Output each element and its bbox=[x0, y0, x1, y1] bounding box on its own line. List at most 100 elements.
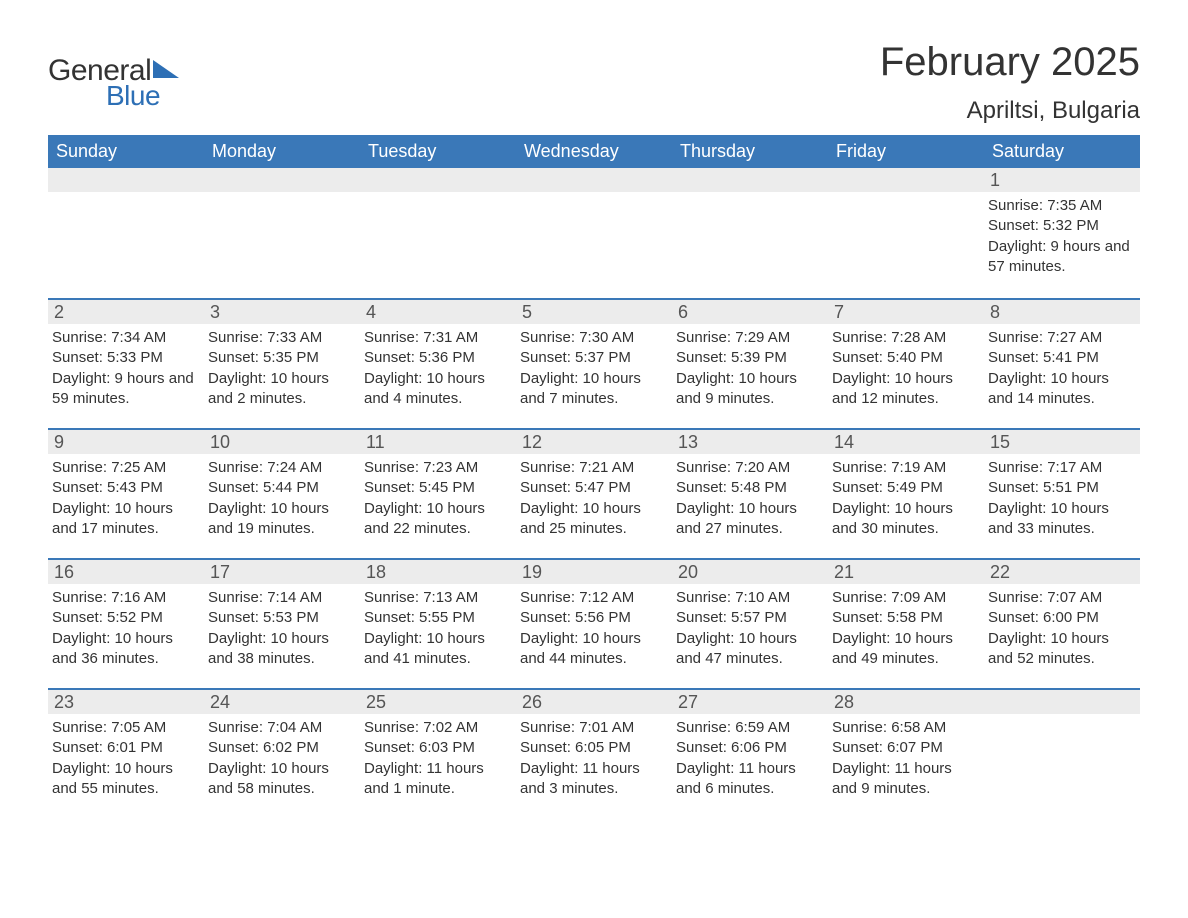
day-cell: 27Sunrise: 6:59 AMSunset: 6:06 PMDayligh… bbox=[672, 690, 828, 818]
day-number-row bbox=[672, 168, 828, 192]
sunrise-text: Sunrise: 7:28 AM bbox=[832, 328, 978, 348]
sunset-text: Sunset: 5:37 PM bbox=[520, 348, 666, 368]
weekday-header: Friday bbox=[828, 135, 984, 168]
sunrise-text: Sunrise: 7:07 AM bbox=[988, 588, 1134, 608]
day-cell: 16Sunrise: 7:16 AMSunset: 5:52 PMDayligh… bbox=[48, 560, 204, 688]
day-cell: 14Sunrise: 7:19 AMSunset: 5:49 PMDayligh… bbox=[828, 430, 984, 558]
day-body: Sunrise: 7:10 AMSunset: 5:57 PMDaylight:… bbox=[672, 584, 828, 687]
day-cell: 12Sunrise: 7:21 AMSunset: 5:47 PMDayligh… bbox=[516, 430, 672, 558]
weekday-header-row: Sunday Monday Tuesday Wednesday Thursday… bbox=[48, 135, 1140, 168]
day-number: 13 bbox=[672, 432, 698, 453]
sunset-text: Sunset: 5:32 PM bbox=[988, 216, 1134, 236]
sunset-text: Sunset: 5:41 PM bbox=[988, 348, 1134, 368]
sunset-text: Sunset: 5:57 PM bbox=[676, 608, 822, 628]
day-number-row: 4 bbox=[360, 300, 516, 324]
week-row: 1Sunrise: 7:35 AMSunset: 5:32 PMDaylight… bbox=[48, 168, 1140, 298]
sunrise-text: Sunrise: 7:27 AM bbox=[988, 328, 1134, 348]
daylight-text: Daylight: 10 hours and 22 minutes. bbox=[364, 499, 510, 540]
sunrise-text: Sunrise: 7:16 AM bbox=[52, 588, 198, 608]
day-body: Sunrise: 7:14 AMSunset: 5:53 PMDaylight:… bbox=[204, 584, 360, 687]
sunrise-text: Sunrise: 6:59 AM bbox=[676, 718, 822, 738]
day-number-row: 26 bbox=[516, 690, 672, 714]
day-number: 25 bbox=[360, 692, 386, 713]
sunrise-text: Sunrise: 7:17 AM bbox=[988, 458, 1134, 478]
day-number-row: 28 bbox=[828, 690, 984, 714]
daylight-text: Daylight: 10 hours and 38 minutes. bbox=[208, 629, 354, 670]
daylight-text: Daylight: 9 hours and 57 minutes. bbox=[988, 237, 1134, 278]
calendar: Sunday Monday Tuesday Wednesday Thursday… bbox=[48, 135, 1140, 818]
day-body bbox=[360, 192, 516, 272]
weekday-header: Monday bbox=[204, 135, 360, 168]
day-body bbox=[672, 192, 828, 272]
sunset-text: Sunset: 6:02 PM bbox=[208, 738, 354, 758]
daylight-text: Daylight: 10 hours and 52 minutes. bbox=[988, 629, 1134, 670]
day-body bbox=[204, 192, 360, 272]
daylight-text: Daylight: 11 hours and 9 minutes. bbox=[832, 759, 978, 800]
daylight-text: Daylight: 10 hours and 30 minutes. bbox=[832, 499, 978, 540]
day-number-row: 10 bbox=[204, 430, 360, 454]
daylight-text: Daylight: 10 hours and 33 minutes. bbox=[988, 499, 1134, 540]
day-cell: 11Sunrise: 7:23 AMSunset: 5:45 PMDayligh… bbox=[360, 430, 516, 558]
day-number-row: 11 bbox=[360, 430, 516, 454]
day-body: Sunrise: 7:35 AMSunset: 5:32 PMDaylight:… bbox=[984, 192, 1140, 295]
day-number-row: 5 bbox=[516, 300, 672, 324]
sunrise-text: Sunrise: 7:13 AM bbox=[364, 588, 510, 608]
day-body: Sunrise: 7:33 AMSunset: 5:35 PMDaylight:… bbox=[204, 324, 360, 427]
day-cell: 6Sunrise: 7:29 AMSunset: 5:39 PMDaylight… bbox=[672, 300, 828, 428]
day-body: Sunrise: 7:25 AMSunset: 5:43 PMDaylight:… bbox=[48, 454, 204, 557]
day-cell: 3Sunrise: 7:33 AMSunset: 5:35 PMDaylight… bbox=[204, 300, 360, 428]
day-number: 14 bbox=[828, 432, 854, 453]
day-number: 17 bbox=[204, 562, 230, 583]
day-cell bbox=[672, 168, 828, 298]
day-number: 8 bbox=[984, 302, 1000, 323]
day-number: 1 bbox=[984, 170, 1000, 191]
sunrise-text: Sunrise: 7:24 AM bbox=[208, 458, 354, 478]
day-cell: 8Sunrise: 7:27 AMSunset: 5:41 PMDaylight… bbox=[984, 300, 1140, 428]
day-cell: 9Sunrise: 7:25 AMSunset: 5:43 PMDaylight… bbox=[48, 430, 204, 558]
logo-text: General Blue bbox=[48, 58, 179, 107]
sunrise-text: Sunrise: 7:05 AM bbox=[52, 718, 198, 738]
day-number-row: 13 bbox=[672, 430, 828, 454]
day-body: Sunrise: 7:09 AMSunset: 5:58 PMDaylight:… bbox=[828, 584, 984, 687]
daylight-text: Daylight: 10 hours and 27 minutes. bbox=[676, 499, 822, 540]
day-body: Sunrise: 7:30 AMSunset: 5:37 PMDaylight:… bbox=[516, 324, 672, 427]
day-body bbox=[516, 192, 672, 272]
day-cell: 22Sunrise: 7:07 AMSunset: 6:00 PMDayligh… bbox=[984, 560, 1140, 688]
daylight-text: Daylight: 10 hours and 7 minutes. bbox=[520, 369, 666, 410]
sunset-text: Sunset: 6:06 PM bbox=[676, 738, 822, 758]
day-number-row: 19 bbox=[516, 560, 672, 584]
day-number-row: 18 bbox=[360, 560, 516, 584]
daylight-text: Daylight: 11 hours and 3 minutes. bbox=[520, 759, 666, 800]
day-number-row: 15 bbox=[984, 430, 1140, 454]
day-cell: 24Sunrise: 7:04 AMSunset: 6:02 PMDayligh… bbox=[204, 690, 360, 818]
daylight-text: Daylight: 11 hours and 1 minute. bbox=[364, 759, 510, 800]
day-cell: 20Sunrise: 7:10 AMSunset: 5:57 PMDayligh… bbox=[672, 560, 828, 688]
location: Apriltsi, Bulgaria bbox=[880, 97, 1140, 125]
sunrise-text: Sunrise: 7:19 AM bbox=[832, 458, 978, 478]
day-number: 22 bbox=[984, 562, 1010, 583]
day-number-row: 21 bbox=[828, 560, 984, 584]
sunset-text: Sunset: 5:55 PM bbox=[364, 608, 510, 628]
day-body: Sunrise: 7:12 AMSunset: 5:56 PMDaylight:… bbox=[516, 584, 672, 687]
day-number: 12 bbox=[516, 432, 542, 453]
sunset-text: Sunset: 5:48 PM bbox=[676, 478, 822, 498]
day-number: 4 bbox=[360, 302, 376, 323]
day-number-row: 12 bbox=[516, 430, 672, 454]
day-body: Sunrise: 7:31 AMSunset: 5:36 PMDaylight:… bbox=[360, 324, 516, 427]
weekday-header: Sunday bbox=[48, 135, 204, 168]
day-body: Sunrise: 7:13 AMSunset: 5:55 PMDaylight:… bbox=[360, 584, 516, 687]
daylight-text: Daylight: 10 hours and 41 minutes. bbox=[364, 629, 510, 670]
day-number-row: 16 bbox=[48, 560, 204, 584]
day-number: 2 bbox=[48, 302, 64, 323]
sunset-text: Sunset: 5:58 PM bbox=[832, 608, 978, 628]
page-header: General Blue February 2025 Apriltsi, Bul… bbox=[48, 40, 1140, 125]
week-row: 9Sunrise: 7:25 AMSunset: 5:43 PMDaylight… bbox=[48, 428, 1140, 558]
day-number-row: 3 bbox=[204, 300, 360, 324]
day-number-row bbox=[48, 168, 204, 192]
weeks-container: 1Sunrise: 7:35 AMSunset: 5:32 PMDaylight… bbox=[48, 168, 1140, 818]
day-number: 20 bbox=[672, 562, 698, 583]
day-body: Sunrise: 7:28 AMSunset: 5:40 PMDaylight:… bbox=[828, 324, 984, 427]
sunset-text: Sunset: 5:52 PM bbox=[52, 608, 198, 628]
day-cell bbox=[516, 168, 672, 298]
sunset-text: Sunset: 5:56 PM bbox=[520, 608, 666, 628]
